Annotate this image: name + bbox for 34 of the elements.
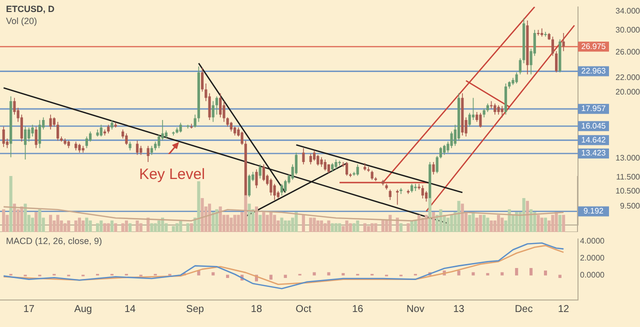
x-tick-label: Nov [406,304,424,315]
ref-line-label: 22.963 [581,66,606,76]
y-tick-label: 30.000 [616,26,640,35]
x-tick-label: Oct [296,304,312,315]
x-tick-label: Sep [186,304,204,315]
y-tick-label: 20.000 [616,88,640,97]
y-tick-label: 34.000 [616,6,640,16]
y-tick-label: 26.000 [616,47,640,56]
ref-line-label: 13.423 [581,148,606,158]
x-tick-label: 14 [124,304,136,315]
y-tick-label: 10.500 [616,186,640,196]
x-tick-label: 17 [23,304,35,315]
y-tick-label: 22.000 [616,73,640,82]
chart-title: MACD (12, 26, close, 9) [6,236,102,246]
ref-line-label: 9.192 [583,206,604,216]
chart-title: Vol (20) [6,16,38,26]
y-tick-label: 2.0000 [580,253,606,262]
y-tick-label: 13.000 [616,154,640,163]
ref-line-label: 26.975 [581,42,606,51]
y-tick-label: 0.0000 [580,270,606,280]
x-tick-label: Dec [514,304,533,315]
x-tick-label: 13 [453,304,465,315]
annotation: Key Level [138,166,206,183]
y-tick-label: 9.500 [620,202,640,211]
y-tick-label: 11.500 [616,172,640,182]
ref-line-label: 17.957 [581,104,606,114]
x-tick-label: 16 [352,304,364,315]
x-tick-label: 18 [250,304,262,315]
x-tick-label: Aug [74,304,92,315]
ref-line-label: 16.045 [581,121,606,130]
ref-line-label: 14.642 [581,135,606,144]
x-tick-label: 12 [558,304,570,315]
y-tick-label: 4.0000 [580,236,606,246]
chart-title: ETCUSD, D [6,4,55,14]
